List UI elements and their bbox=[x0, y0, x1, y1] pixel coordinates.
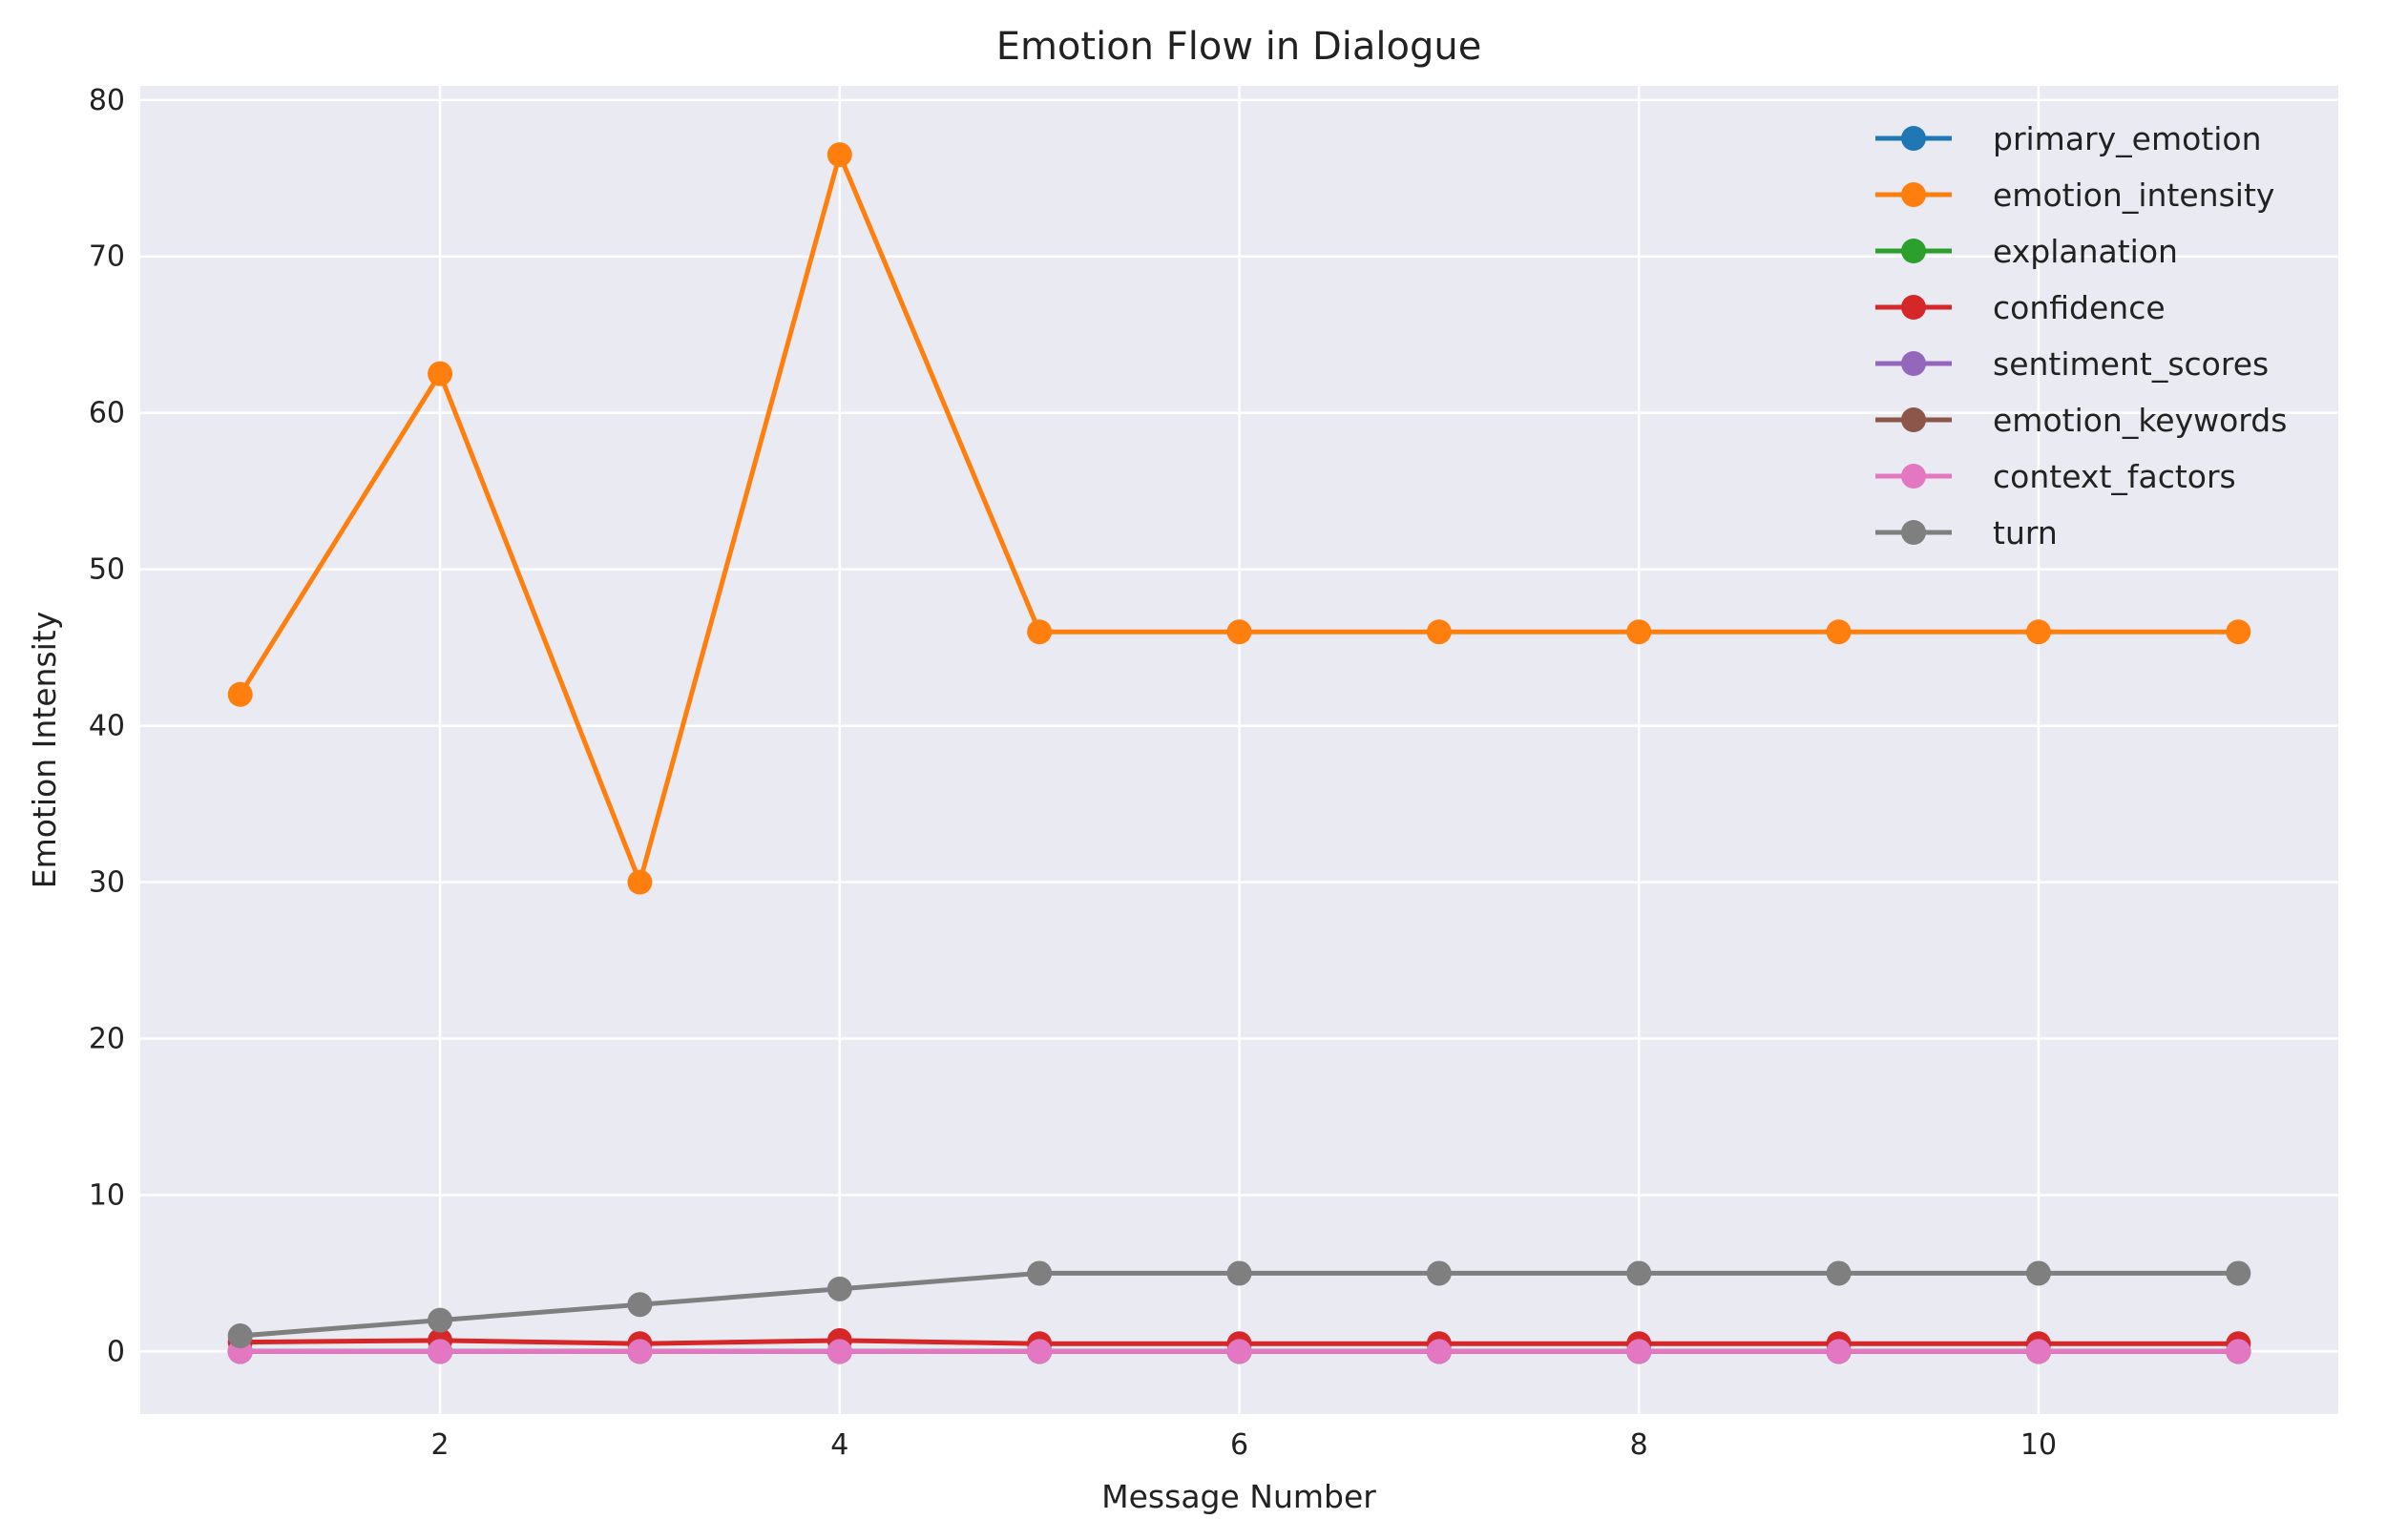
series-emotion-intensity bbox=[227, 142, 2251, 895]
data-point bbox=[1426, 1260, 1452, 1286]
data-point bbox=[1826, 619, 1852, 645]
data-point bbox=[827, 142, 852, 168]
data-point bbox=[428, 361, 453, 386]
data-point bbox=[1027, 1339, 1053, 1364]
legend-label: explanation bbox=[1993, 233, 2178, 270]
data-point bbox=[1226, 1339, 1252, 1364]
legend-item: explanation bbox=[1875, 233, 2178, 270]
data-point bbox=[627, 1339, 653, 1364]
tick-labels: 2 4 6 8 10 0 10 20 30 40 50 60 70 80 bbox=[89, 84, 2057, 1462]
y-tick-label: 80 bbox=[89, 84, 125, 117]
x-tick-label: 10 bbox=[2020, 1428, 2057, 1462]
y-tick-label: 30 bbox=[89, 866, 125, 900]
data-point bbox=[827, 1339, 852, 1364]
legend-marker bbox=[1901, 239, 1926, 263]
legend-marker bbox=[1901, 464, 1926, 489]
legend-label: confidence bbox=[1993, 289, 2166, 326]
x-axis-label: Message Number bbox=[1101, 1478, 1376, 1515]
data-point bbox=[1426, 1339, 1452, 1364]
data-point bbox=[428, 1339, 453, 1364]
data-point bbox=[1626, 1339, 1652, 1364]
y-tick-label: 50 bbox=[89, 553, 125, 587]
legend-label: emotion_keywords bbox=[1993, 402, 2287, 439]
data-point bbox=[2226, 1260, 2251, 1286]
legend-label: context_factors bbox=[1993, 458, 2236, 495]
legend-item: confidence bbox=[1875, 289, 2166, 326]
legend-marker bbox=[1901, 407, 1926, 432]
legend-marker bbox=[1901, 126, 1926, 151]
y-tick-label: 70 bbox=[89, 240, 125, 274]
series-turn bbox=[227, 1260, 2251, 1349]
x-tick-label: 4 bbox=[830, 1428, 848, 1462]
y-tick-label: 0 bbox=[107, 1335, 125, 1368]
data-point bbox=[1226, 619, 1252, 645]
data-point bbox=[2025, 1260, 2051, 1286]
data-point bbox=[627, 1292, 653, 1318]
data-point bbox=[2025, 1339, 2051, 1364]
data-point bbox=[827, 1276, 852, 1301]
legend-item: emotion_keywords bbox=[1875, 402, 2287, 439]
series-layer bbox=[227, 142, 2251, 1364]
legend-item: turn bbox=[1875, 514, 2058, 551]
legend-marker bbox=[1901, 520, 1926, 545]
y-axis-label: Emotion Intensity bbox=[26, 612, 63, 889]
legend-label: primary_emotion bbox=[1993, 120, 2262, 157]
legend-item: primary_emotion bbox=[1875, 120, 2262, 157]
y-tick-label: 20 bbox=[89, 1023, 125, 1056]
data-point bbox=[428, 1307, 453, 1333]
legend-item: context_factors bbox=[1875, 458, 2236, 495]
legend-marker bbox=[1901, 295, 1926, 320]
y-tick-label: 60 bbox=[89, 397, 125, 430]
data-point bbox=[1426, 619, 1452, 645]
data-point bbox=[627, 869, 653, 895]
data-point bbox=[1027, 1260, 1053, 1286]
y-tick-label: 40 bbox=[89, 710, 125, 743]
legend-marker bbox=[1901, 182, 1926, 207]
data-point bbox=[1826, 1260, 1852, 1286]
data-point bbox=[1826, 1339, 1852, 1364]
legend: primary_emotion emotion_intensity explanat… bbox=[1875, 120, 2287, 551]
legend-label: emotion_intensity bbox=[1993, 177, 2274, 214]
x-tick-label: 2 bbox=[430, 1428, 449, 1462]
data-point bbox=[1626, 1260, 1652, 1286]
legend-label: sentiment_scores bbox=[1993, 345, 2269, 383]
data-point bbox=[227, 1323, 253, 1349]
legend-item: emotion_intensity bbox=[1875, 177, 2274, 214]
data-point bbox=[1027, 619, 1053, 645]
legend-item: sentiment_scores bbox=[1875, 345, 2269, 383]
y-tick-label: 10 bbox=[89, 1178, 125, 1212]
data-point bbox=[1226, 1260, 1252, 1286]
legend-marker bbox=[1901, 351, 1926, 376]
data-point bbox=[227, 681, 253, 707]
data-point bbox=[1626, 619, 1652, 645]
data-point bbox=[2226, 1339, 2251, 1364]
data-point bbox=[2025, 619, 2051, 645]
data-point bbox=[2226, 619, 2251, 645]
x-tick-label: 8 bbox=[1630, 1428, 1648, 1462]
legend-label: turn bbox=[1993, 514, 2058, 551]
x-tick-label: 6 bbox=[1230, 1428, 1248, 1462]
chart-title: Emotion Flow in Dialogue bbox=[996, 25, 1482, 69]
